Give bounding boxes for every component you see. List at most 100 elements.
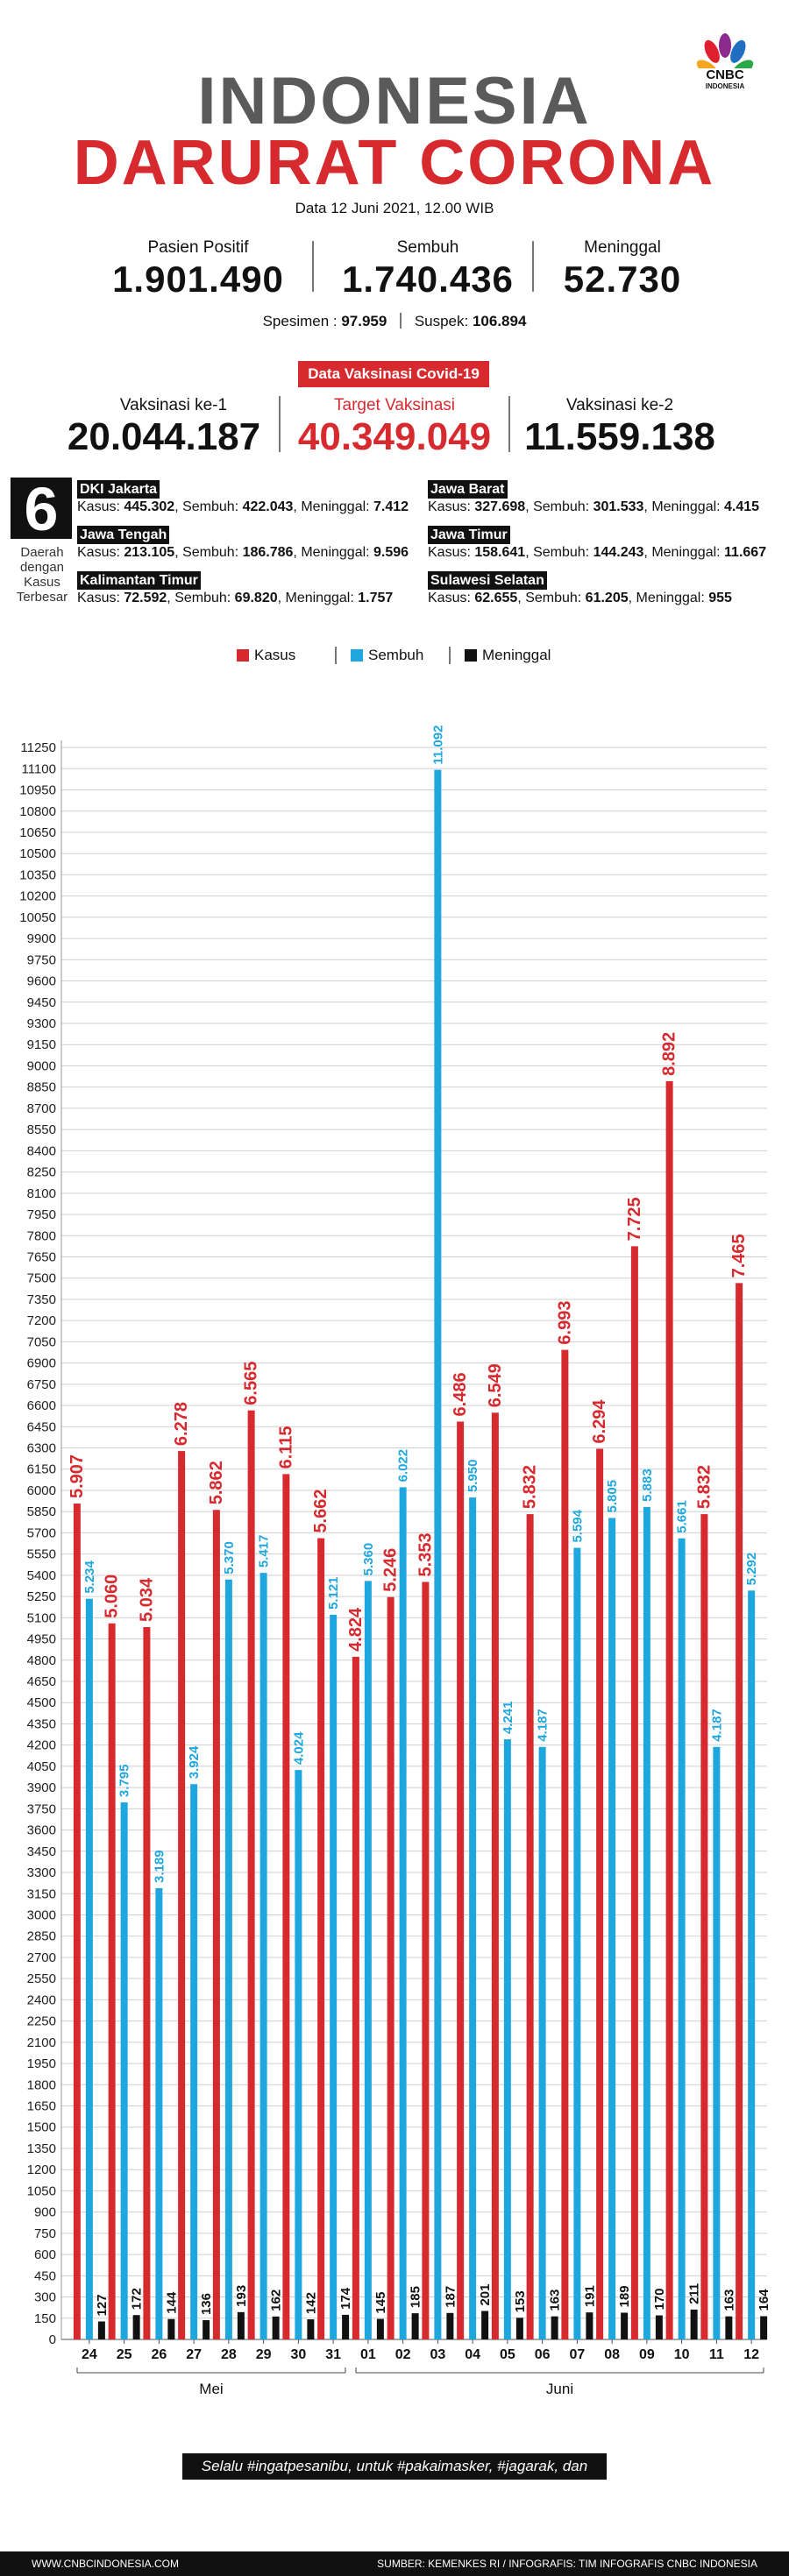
province-value: 445.302 bbox=[124, 499, 175, 514]
province-field-label: , Sembuh: bbox=[525, 499, 594, 514]
y-tick-label: 9300 bbox=[27, 1016, 56, 1031]
meninggal-bar bbox=[586, 2312, 594, 2339]
cnbc-logo: CNBC INDONESIA bbox=[693, 30, 757, 91]
meninggal-bar bbox=[621, 2312, 629, 2339]
meninggal-label: 191 bbox=[582, 2285, 597, 2307]
sembuh-label: 5.594 bbox=[570, 1509, 585, 1542]
logo-subtext: INDONESIA bbox=[705, 82, 745, 90]
province-name: Jawa Barat bbox=[428, 480, 508, 499]
province-detail: Kasus: 327.698, Sembuh: 301.533, Meningg… bbox=[428, 499, 759, 516]
y-tick-label: 10800 bbox=[19, 804, 56, 819]
x-tick-label: 09 bbox=[639, 2347, 655, 2362]
legend-kasus: Kasus bbox=[237, 647, 295, 664]
province-field-label: , Meninggal: bbox=[293, 545, 374, 560]
y-tick-label: 3000 bbox=[27, 1907, 56, 1922]
y-tick-label: 5100 bbox=[27, 1610, 56, 1625]
sembuh-bar bbox=[573, 1547, 581, 2339]
province-field-label: , Sembuh: bbox=[517, 591, 586, 605]
y-tick-label: 9000 bbox=[27, 1058, 56, 1073]
meninggal-label: 185 bbox=[409, 2286, 423, 2308]
meninggal-label: 142 bbox=[303, 2292, 318, 2314]
meninggal-bar bbox=[690, 2309, 698, 2339]
sembuh-label: 6.022 bbox=[396, 1449, 411, 1483]
vaksinasi-ke1-label: Vaksinasi ke-1 bbox=[119, 396, 228, 414]
x-tick-label: 28 bbox=[221, 2347, 237, 2362]
y-tick-label: 3750 bbox=[27, 1801, 56, 1816]
y-tick-label: 8700 bbox=[27, 1101, 56, 1116]
meninggal-label: 127 bbox=[95, 2294, 110, 2316]
y-tick-label: 2100 bbox=[27, 2035, 56, 2050]
y-tick-label: 150 bbox=[34, 2311, 56, 2326]
title-line-1: INDONESIA bbox=[197, 64, 592, 138]
vax-divider bbox=[508, 396, 510, 452]
province-field-label: Kasus: bbox=[77, 591, 124, 605]
province-value: 1.757 bbox=[358, 591, 394, 605]
y-tick-label: 6000 bbox=[27, 1483, 56, 1498]
sembuh-bar bbox=[434, 769, 442, 2339]
y-tick-label: 6600 bbox=[27, 1398, 56, 1413]
kasus-label: 5.907 bbox=[68, 1454, 87, 1498]
kasus-label: 7.465 bbox=[729, 1234, 749, 1277]
meninggal-bar bbox=[272, 2316, 280, 2339]
stat-divider bbox=[532, 241, 534, 292]
kasus-label: 6.294 bbox=[590, 1399, 609, 1444]
province-field-label: , Sembuh: bbox=[167, 591, 235, 605]
sembuh-bar bbox=[748, 1590, 756, 2339]
x-tick-label: 12 bbox=[743, 2347, 759, 2362]
x-tick-label: 30 bbox=[290, 2347, 306, 2362]
specimen-divider bbox=[400, 313, 402, 329]
province-value: 11.667 bbox=[724, 545, 767, 560]
y-tick-label: 9900 bbox=[27, 931, 56, 946]
y-tick-label: 750 bbox=[34, 2226, 56, 2241]
x-tick-label: 11 bbox=[709, 2347, 724, 2362]
province-item: Jawa Tengah Kasus: 213.105, Sembuh: 186.7… bbox=[77, 526, 409, 562]
legend-sembuh: Sembuh bbox=[351, 647, 423, 664]
kasus-label: 5.832 bbox=[694, 1465, 714, 1509]
y-tick-label: 9450 bbox=[27, 995, 56, 1010]
x-tick-label: 25 bbox=[117, 2347, 132, 2362]
meninggal-label: 145 bbox=[373, 2292, 388, 2314]
province-field-label: Kasus: bbox=[428, 545, 475, 560]
month-label: Juni bbox=[546, 2381, 573, 2397]
sembuh-label: 5.292 bbox=[744, 1553, 759, 1586]
sembuh-bar bbox=[224, 1579, 232, 2339]
sembuh-bar bbox=[295, 1770, 302, 2339]
kasus-bar bbox=[561, 1349, 569, 2339]
legend-kasus-swatch bbox=[237, 649, 249, 662]
province-field-label: Kasus: bbox=[428, 591, 475, 605]
y-tick-label: 2700 bbox=[27, 1950, 56, 1965]
province-item: Jawa Barat Kasus: 327.698, Sembuh: 301.53… bbox=[428, 480, 759, 516]
y-tick-label: 5400 bbox=[27, 1568, 56, 1583]
sembuh-label: 5.370 bbox=[222, 1541, 237, 1575]
y-tick-label: 10200 bbox=[19, 889, 56, 904]
y-tick-label: 8400 bbox=[27, 1143, 56, 1158]
meninggal-label: 170 bbox=[652, 2289, 667, 2311]
province-field-label: , Meninggal: bbox=[643, 499, 725, 514]
province-item: Jawa Timur Kasus: 158.641, Sembuh: 144.24… bbox=[428, 526, 766, 562]
kasus-label: 5.060 bbox=[103, 1575, 122, 1618]
province-field-label: , Meninggal: bbox=[628, 591, 709, 605]
meninggal-label: 163 bbox=[548, 2289, 563, 2311]
legend-divider bbox=[335, 647, 337, 664]
sembuh-label: Sembuh bbox=[396, 238, 459, 257]
y-tick-label: 9150 bbox=[27, 1037, 56, 1052]
kasus-bar bbox=[178, 1451, 186, 2339]
kasus-bar bbox=[700, 1514, 708, 2339]
kasus-bar bbox=[352, 1656, 359, 2339]
y-tick-label: 2850 bbox=[27, 1929, 56, 1944]
stat-divider bbox=[312, 241, 314, 292]
y-tick-label: 11100 bbox=[22, 761, 57, 776]
sembuh-label: 5.883 bbox=[640, 1468, 655, 1502]
daerah-caption-line: Daerah bbox=[20, 545, 64, 560]
data-date: Data 12 Juni 2021, 12.00 WIB bbox=[295, 200, 494, 216]
x-tick-label: 29 bbox=[256, 2347, 272, 2362]
province-value: 955 bbox=[708, 591, 732, 605]
footer-site[interactable]: WWW.CNBCINDONESIA.COM bbox=[32, 2558, 179, 2570]
vaksinasi-ke1-value: 20.044.187 bbox=[67, 415, 261, 458]
province-field-label: , Meninggal: bbox=[277, 591, 359, 605]
province-value: 213.105 bbox=[124, 545, 175, 560]
logo-text: CNBC bbox=[706, 67, 744, 82]
legend-meninggal-swatch bbox=[465, 649, 477, 662]
y-tick-label: 8850 bbox=[27, 1080, 56, 1095]
kasus-label: 6.486 bbox=[451, 1372, 470, 1416]
